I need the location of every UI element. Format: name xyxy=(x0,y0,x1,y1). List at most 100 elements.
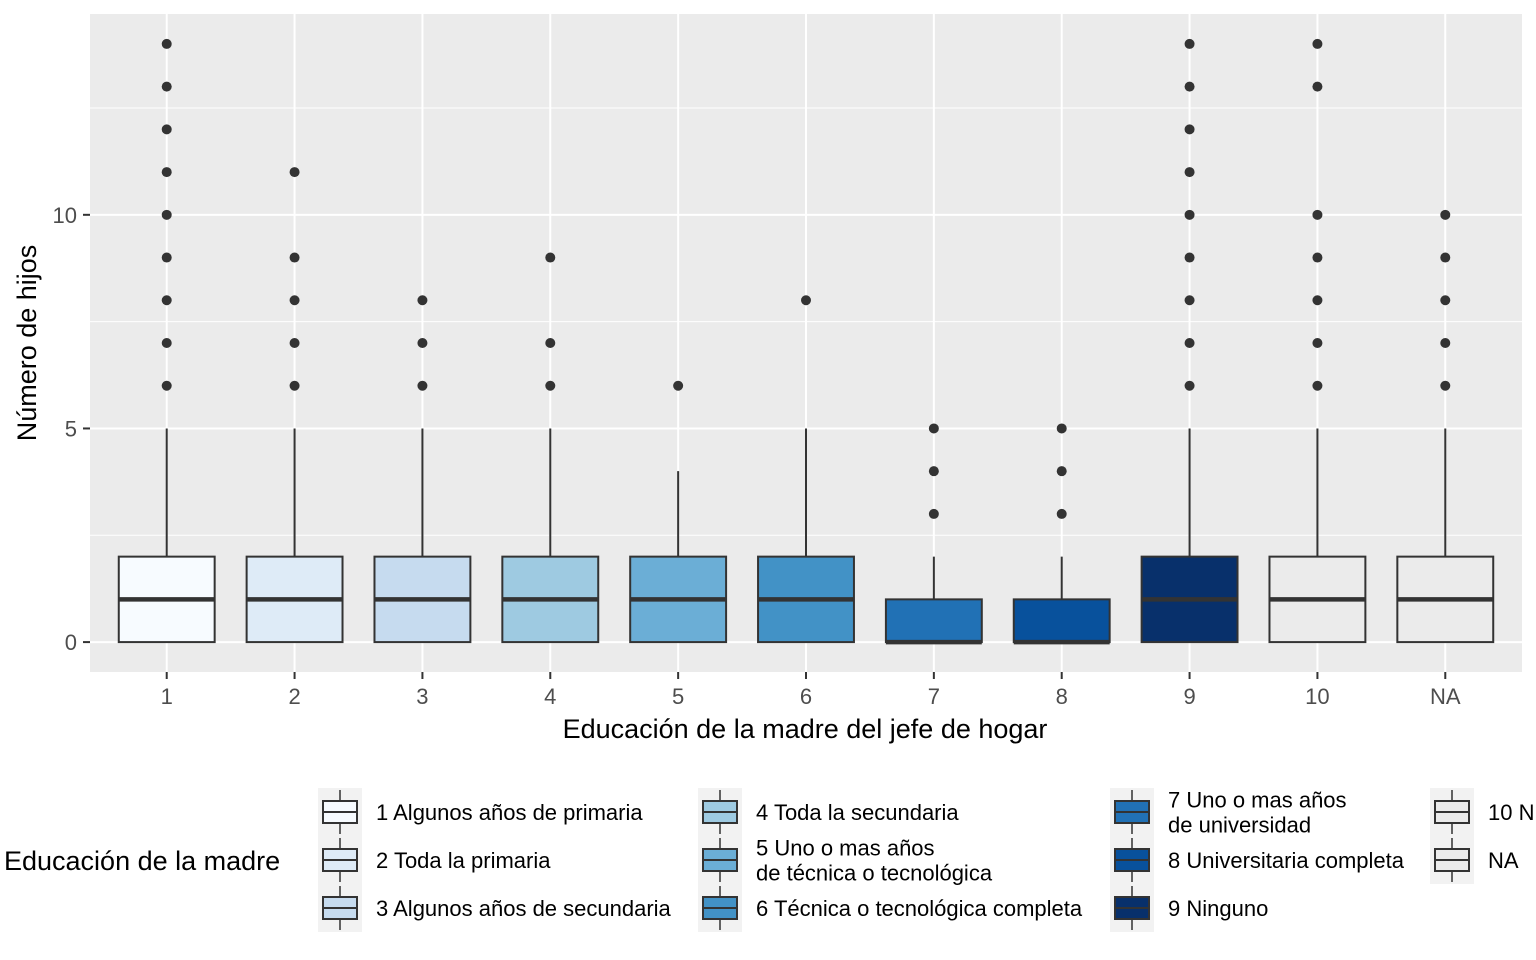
legend-item: 10 N xyxy=(1430,788,1534,836)
outlier-point xyxy=(1440,295,1451,306)
legend-label: 7 Uno o mas años xyxy=(1168,788,1347,813)
box-10 xyxy=(1268,38,1367,644)
legend-item: 4 Toda la secundaria xyxy=(698,788,959,836)
outlier-point xyxy=(1312,380,1323,391)
legend-label: 1 Algunos años de primaria xyxy=(376,800,643,825)
legend-label: 6 Técnica o tecnológica completa xyxy=(756,896,1083,921)
box-7 xyxy=(884,423,983,645)
outlier-point xyxy=(1056,508,1067,519)
outlier-point xyxy=(545,252,556,263)
outlier-point xyxy=(1312,295,1323,306)
legend-label: 10 N xyxy=(1488,800,1534,825)
legend-label: 4 Toda la secundaria xyxy=(756,800,959,825)
box-iqr xyxy=(884,598,983,644)
legend-item: 2 Toda la primaria xyxy=(318,836,551,884)
legend: 1 Algunos años de primaria 2 Toda la prim… xyxy=(318,788,1534,932)
outlier-point xyxy=(1184,338,1195,348)
outlier-point xyxy=(417,380,428,391)
outlier-point xyxy=(1184,124,1195,135)
outlier-point xyxy=(161,380,172,391)
y-axis: 0 5 10 xyxy=(53,203,90,655)
y-tick-label: 0 xyxy=(65,630,77,655)
box-8 xyxy=(1012,423,1111,645)
outlier-point xyxy=(161,295,172,306)
outlier-point xyxy=(1440,252,1451,263)
outlier-point xyxy=(1312,338,1323,348)
outlier-point xyxy=(161,338,172,348)
legend-item: NA xyxy=(1430,836,1519,884)
legend-label: 8 Universitaria completa xyxy=(1168,848,1405,873)
outlier-point xyxy=(1312,252,1323,263)
outlier-point xyxy=(1184,380,1195,391)
legend-label: 9 Ninguno xyxy=(1168,896,1268,921)
outlier-point xyxy=(289,167,300,178)
box-1 xyxy=(117,38,216,644)
legend-item: 1 Algunos años de primaria xyxy=(318,788,643,836)
legend-item: 9 Ninguno xyxy=(1110,884,1268,932)
outlier-point xyxy=(1184,38,1195,49)
x-axis: 1 2 3 4 5 6 7 8 9 10 NA xyxy=(161,672,1461,709)
x-tick-label: 2 xyxy=(288,684,300,709)
legend-item: 8 Universitaria completa xyxy=(1110,836,1405,884)
box-9 xyxy=(1140,38,1239,644)
x-tick-label: 4 xyxy=(544,684,556,709)
outlier-point xyxy=(161,252,172,263)
outlier-point xyxy=(1440,338,1451,348)
outlier-point xyxy=(1312,81,1323,92)
outlier-point xyxy=(289,295,300,306)
legend-label: 5 Uno o mas años xyxy=(756,836,935,861)
outlier-point xyxy=(1184,252,1195,263)
box-6 xyxy=(757,295,855,644)
outlier-point xyxy=(545,380,556,391)
outlier-point xyxy=(289,252,300,263)
x-tick-label: NA xyxy=(1430,684,1461,709)
outlier-point xyxy=(928,508,939,519)
y-tick-label: 10 xyxy=(53,203,77,228)
outlier-point xyxy=(1184,295,1195,306)
outlier-point xyxy=(1184,81,1195,92)
outlier-point xyxy=(1312,38,1323,49)
legend-label: 3 Algunos años de secundaria xyxy=(376,896,672,921)
box-3 xyxy=(373,295,472,644)
outlier-point xyxy=(289,338,300,348)
outlier-point xyxy=(545,338,556,348)
x-tick-label: 8 xyxy=(1056,684,1068,709)
legend-label: 2 Toda la primaria xyxy=(376,848,551,873)
outlier-point xyxy=(161,38,172,49)
outlier-point xyxy=(1056,423,1067,434)
legend-label: NA xyxy=(1488,848,1519,873)
outlier-point xyxy=(1056,466,1067,477)
y-tick-label: 5 xyxy=(65,416,77,441)
x-tick-label: 9 xyxy=(1183,684,1195,709)
y-axis-title: Número de hijos xyxy=(12,245,42,442)
x-tick-label: 10 xyxy=(1305,684,1329,709)
outlier-point xyxy=(161,81,172,92)
outlier-point xyxy=(1184,167,1195,178)
x-tick-label: 1 xyxy=(161,684,173,709)
outlier-point xyxy=(1440,380,1451,391)
outlier-point xyxy=(1440,209,1451,220)
legend-title: Educación de la madre xyxy=(4,846,280,876)
x-tick-label: 7 xyxy=(928,684,940,709)
legend-item: 3 Algunos años de secundaria xyxy=(318,884,672,932)
x-axis-title: Educación de la madre del jefe de hogar xyxy=(563,714,1048,744)
box-2 xyxy=(245,167,344,644)
outlier-point xyxy=(673,380,684,391)
box-NA xyxy=(1396,209,1495,644)
outlier-point xyxy=(1312,209,1323,220)
outlier-point xyxy=(928,423,939,434)
box-4 xyxy=(501,252,600,644)
outlier-point xyxy=(289,380,300,391)
outlier-point xyxy=(161,124,172,135)
outlier-point xyxy=(161,167,172,178)
x-tick-label: 3 xyxy=(416,684,428,709)
outlier-point xyxy=(928,466,939,477)
legend-label: de universidad xyxy=(1168,813,1311,838)
legend-item: 6 Técnica o tecnológica completa xyxy=(698,884,1083,932)
legend-label: de técnica o tecnológica xyxy=(756,861,993,886)
outlier-point xyxy=(801,295,811,306)
x-tick-label: 5 xyxy=(672,684,684,709)
